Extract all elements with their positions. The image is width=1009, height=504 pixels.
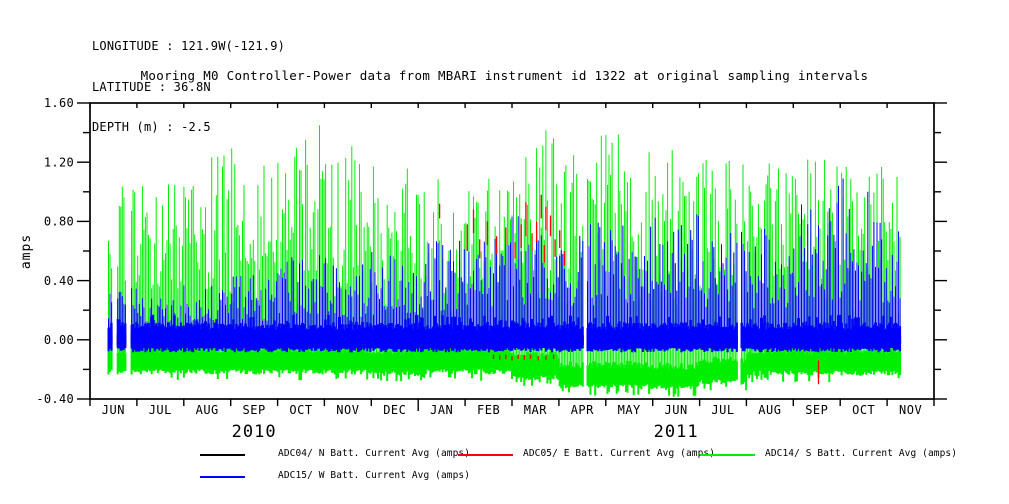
legend-line-n-batt — [200, 454, 245, 456]
x-month-label: SEP — [243, 403, 266, 417]
latitude-text: LATITUDE : 36.8N — [92, 79, 211, 94]
legend-line-w-batt — [200, 476, 245, 478]
x-month-label: AUG — [196, 403, 219, 417]
legend-label-s-batt: ADC14/ S Batt. Current Avg (amps) — [765, 448, 958, 459]
y-tick-label: 1.60 — [44, 96, 74, 110]
depth-text: DEPTH (m) : -2.5 — [92, 120, 211, 134]
x-month-label: JUN — [102, 403, 125, 417]
longitude-text: LONGITUDE : 121.9W(-121.9) — [92, 39, 286, 53]
series-s-batt-band — [107, 345, 902, 397]
series-w-batt-spikes — [108, 178, 901, 348]
x-month-label: OCT — [852, 403, 875, 417]
x-year-label: 2011 — [654, 422, 699, 442]
legend-label-n-batt: ADC04/ N Batt. Current Avg (amps) — [278, 448, 471, 459]
x-month-label: JAN — [430, 403, 453, 417]
x-month-label: NOV — [336, 403, 359, 417]
x-month-label: OCT — [289, 403, 312, 417]
chart-title: Mooring M0 Controller-Power data from MB… — [140, 68, 869, 83]
y-tick-label: -0.40 — [36, 392, 74, 406]
x-month-label: MAY — [618, 403, 641, 417]
x-month-label: JUL — [711, 403, 734, 417]
x-month-label: APR — [571, 403, 594, 417]
y-tick-label: 1.20 — [44, 155, 74, 169]
legend-line-s-batt — [700, 454, 755, 456]
legend-label-e-batt: ADC05/ E Batt. Current Avg (amps) — [523, 448, 716, 459]
series-w-batt-band — [107, 314, 902, 353]
legend-line-e-batt — [458, 454, 513, 456]
x-year-label: 2010 — [232, 422, 277, 442]
x-month-label: JUL — [149, 403, 172, 417]
y-tick-label: 0.40 — [44, 274, 74, 288]
x-month-label: JUN — [665, 403, 688, 417]
x-month-label: DEC — [383, 403, 406, 417]
y-tick-label: 0.00 — [44, 333, 74, 347]
series-e-batt-events — [438, 194, 820, 385]
legend-label-w-batt: ADC15/ W Batt. Current Avg (amps) — [278, 470, 471, 481]
x-month-label: MAR — [524, 403, 547, 417]
x-month-label: FEB — [477, 403, 500, 417]
metadata-block: LONGITUDE : 121.9W(-121.9) LATITUDE : 36… — [92, 13, 285, 162]
y-tick-label: 0.80 — [44, 215, 74, 229]
x-month-label: SEP — [805, 403, 828, 417]
x-month-label: AUG — [758, 403, 781, 417]
x-month-label: NOV — [899, 403, 922, 417]
